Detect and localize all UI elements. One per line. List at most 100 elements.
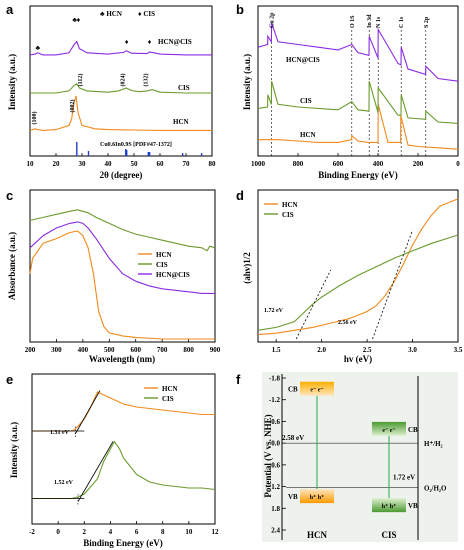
panel-a-series-label-cis: CIS bbox=[178, 84, 190, 92]
series-line-cis bbox=[257, 81, 459, 124]
xtick-label: 400 bbox=[78, 346, 89, 354]
tangent-line-hcn bbox=[74, 390, 101, 435]
panel-d-tangent-lines bbox=[295, 229, 413, 340]
xtick-label: 200 bbox=[413, 160, 424, 168]
panel-e-tangent-lines bbox=[32, 390, 114, 505]
series-line-cis bbox=[257, 234, 459, 331]
tangent-line-hcn bbox=[372, 229, 413, 340]
hcn-peak-marker: ♣ bbox=[72, 16, 77, 24]
panel-a: a Intensity (a.u.) 2θ (degree) 10 20 30 40 5… bbox=[6, 2, 216, 180]
peak-index-label: (112) bbox=[77, 74, 84, 87]
panel-a-reference-lines bbox=[76, 142, 203, 156]
panel-e-annotation-hcn: 1.31 eV bbox=[50, 430, 70, 436]
panel-d-annotation-cis: 1.72 eV bbox=[264, 308, 284, 314]
panel-b-label: b bbox=[236, 2, 244, 17]
xtick-label: 0 bbox=[56, 528, 60, 536]
series-line-hcn-cis bbox=[29, 221, 215, 294]
ytick-label: 0.0 bbox=[271, 440, 280, 448]
panel-c-frame bbox=[29, 189, 216, 343]
series-line-hcn bbox=[258, 104, 459, 150]
xtick-label: 1000 bbox=[251, 160, 266, 168]
legend-label-cis: CIS bbox=[162, 395, 174, 403]
panel-f-redox-levels: H⁺/H₂ O₂/H₂O bbox=[286, 440, 447, 493]
panel-b-series-label-hcnc: HCN@CIS bbox=[286, 56, 320, 64]
panel-b-series-label-hcn: HCN bbox=[300, 131, 316, 139]
panel-a-legend-cis: ♦ CIS bbox=[138, 10, 155, 18]
panel-c-series bbox=[29, 209, 216, 340]
panel-c: c Absorbance (a.u.) Wavelength (nm) 200 3… bbox=[6, 188, 221, 364]
panel-b-peak-lines bbox=[271, 30, 427, 156]
panel-a-series-label-hcn: HCN bbox=[173, 118, 189, 126]
panel-a-reference-label: Cu0.6In0.9S [PDF#47-1372] bbox=[100, 142, 172, 148]
peak-label-s-2p: S 2p bbox=[424, 16, 430, 28]
legend-label-hcn: HCN bbox=[162, 385, 178, 393]
peak-label-c-1s: C 1s bbox=[399, 16, 405, 28]
xtick-label: 300 bbox=[51, 346, 62, 354]
hcn-peak-marker: ♣ bbox=[36, 44, 41, 52]
panel-b-peak-labels: Cu 2p O 1S In 3d N 1s C 1s S 2p bbox=[270, 12, 430, 28]
panel-c-label: c bbox=[6, 188, 13, 203]
panel-d-series bbox=[257, 198, 459, 336]
tangent-line-cis bbox=[77, 441, 114, 502]
xtick-label: 2 bbox=[83, 528, 87, 536]
panel-f: f Potential (V vs. NHE) -1.8 -1.2 -0.6 0.0 0… bbox=[236, 372, 458, 542]
xtick-label: 800 bbox=[183, 346, 194, 354]
panel-f-band-structures: e⁻ e⁻ h⁺ h⁺ CB VB 2.58 eV HCN e⁻ e⁻ h⁺ h⁺ CB VB 1.… bbox=[282, 381, 418, 540]
panel-b-xticks: 1000 800 600 400 200 0 bbox=[251, 153, 460, 168]
ytick-label: -1.2 bbox=[269, 396, 281, 404]
panel-a-legend-hcn: ♣ HCN bbox=[100, 10, 122, 18]
panel-a-xlabel: 2θ (degree) bbox=[100, 170, 143, 180]
panel-b-series-label-cis: CIS bbox=[300, 97, 312, 105]
panel-c-ylabel: Absorbance (a.u.) bbox=[7, 232, 17, 300]
xtick-label: 70 bbox=[183, 160, 191, 168]
panel-a-series-label-hcnc: HCN@CIS bbox=[158, 38, 192, 46]
series-line-hcn bbox=[32, 391, 215, 432]
panel-c-xlabel: Wavelength (nm) bbox=[89, 354, 155, 364]
legend-label-cis: CIS bbox=[282, 211, 294, 219]
legend-label-hcn: HCN bbox=[282, 201, 298, 209]
panel-f-background bbox=[262, 372, 458, 542]
panel-b-xlabel: Binding Energy (eV) bbox=[318, 170, 398, 180]
xtick-label: 0 bbox=[456, 160, 460, 168]
peak-index-label: (132) bbox=[143, 74, 150, 87]
tangent-line-cis bbox=[295, 269, 332, 340]
xtick-label: 1.5 bbox=[272, 346, 281, 354]
panel-e-xticks: -2 0 2 4 6 8 10 12 bbox=[29, 521, 219, 536]
panel-b-ylabel: Intensity (a.u.) bbox=[242, 54, 252, 110]
panel-a-markers: ♣♣ ♦♦ ♦(100)(002)(112) (024) (132) bbox=[31, 16, 152, 125]
xtick-label: 6 bbox=[135, 528, 139, 536]
panel-d-xlabel: hv (eV) bbox=[344, 354, 372, 364]
panel-e: e Intensity (a.u.) Binding Energy (eV) -… bbox=[6, 372, 219, 548]
series-line-hcn-cis bbox=[257, 22, 459, 82]
panel-b: b Intensity (a.u.) Binding Energy (eV) 1… bbox=[236, 2, 460, 180]
panel-f-yticks: -1.8 -1.2 -0.6 0.0 0.6 1.2 1.8 2.4 bbox=[269, 375, 286, 535]
panel-e-xlabel: Binding Energy (eV) bbox=[83, 538, 163, 548]
vb-band-cis bbox=[372, 498, 406, 513]
panel-e-frame bbox=[31, 373, 216, 525]
xtick-label: 80 bbox=[209, 160, 217, 168]
panel-a-frame bbox=[29, 5, 213, 157]
legend-label-cis: CIS bbox=[156, 261, 168, 269]
legend-label-hcn: HCN bbox=[156, 251, 172, 259]
series-line-hcn bbox=[29, 95, 212, 131]
peak-label-in-3d: In 3d bbox=[367, 14, 373, 28]
xtick-label: 200 bbox=[25, 346, 36, 354]
electrons-cis: e⁻ e⁻ bbox=[382, 428, 395, 434]
xtick-label: 700 bbox=[157, 346, 168, 354]
panel-d-legend: HCN CIS bbox=[264, 201, 298, 219]
xtick-label: 800 bbox=[293, 160, 304, 168]
panel-c-xticks: 200 300 400 500 600 700 800 900 bbox=[25, 339, 221, 354]
cb-label-hcn: CB bbox=[288, 386, 298, 394]
series-line-cis bbox=[29, 209, 216, 252]
ytick-label: -0.6 bbox=[269, 418, 281, 426]
xtick-label: 2.0 bbox=[317, 346, 326, 354]
xtick-label: 500 bbox=[104, 346, 115, 354]
xtick-label: 900 bbox=[210, 346, 221, 354]
redox-level-label: O₂/H₂O bbox=[424, 485, 447, 493]
material-label-cis: CIS bbox=[381, 530, 396, 540]
panel-e-series bbox=[32, 391, 216, 500]
xtick-label: 3.0 bbox=[408, 346, 417, 354]
xtick-label: 10 bbox=[27, 160, 35, 168]
ytick-label: 1.2 bbox=[271, 483, 280, 491]
panel-a-ylabel: Intensity (a.u.) bbox=[7, 54, 17, 110]
